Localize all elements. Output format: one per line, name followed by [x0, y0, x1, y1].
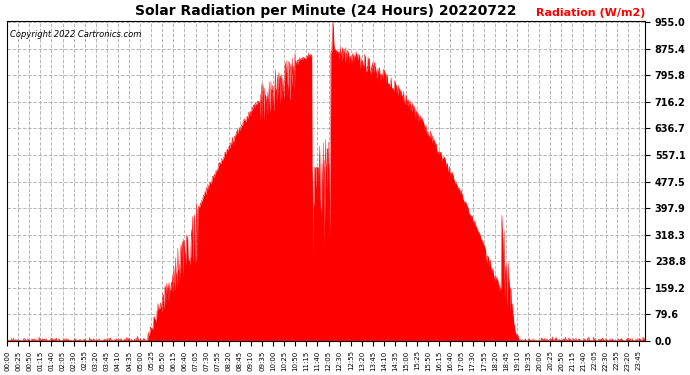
Title: Solar Radiation per Minute (24 Hours) 20220722: Solar Radiation per Minute (24 Hours) 20…: [135, 4, 517, 18]
Text: Copyright 2022 Cartronics.com: Copyright 2022 Cartronics.com: [10, 30, 141, 39]
Text: Radiation (W/m2): Radiation (W/m2): [535, 8, 645, 18]
